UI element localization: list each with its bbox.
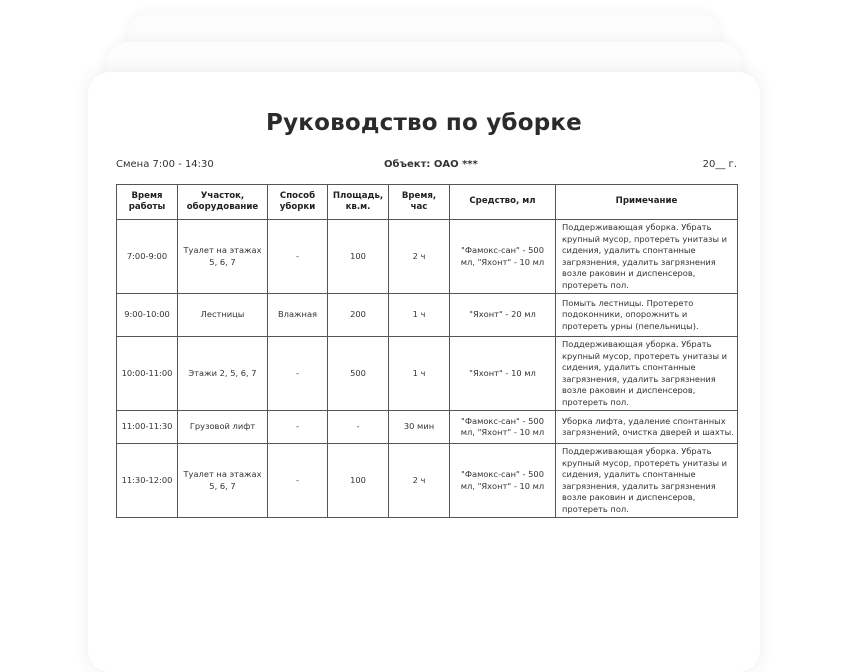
cell-sqm: 100 xyxy=(327,219,389,294)
cell-area: Лестницы xyxy=(177,293,268,337)
cell-agent: "Фамокс-сан" - 500 мл, "Яхонт" - 10 мл xyxy=(449,219,556,294)
cell-area: Туалет на этажах 5, 6, 7 xyxy=(177,443,268,518)
object-label: Объект: ОАО *** xyxy=(384,159,478,170)
cell-note: Помыть лестницы. Протерето подоконники, … xyxy=(555,293,738,337)
header-note: Примечание xyxy=(555,184,738,220)
cell-agent: "Фамокс-сан" - 500 мл, "Яхонт" - 10 мл xyxy=(449,410,556,444)
cell-method: Влажная xyxy=(267,293,328,337)
cell-duration: 30 мин xyxy=(388,410,450,444)
table-header-row: Время работы Участок, оборудование Спосо… xyxy=(116,184,738,220)
cell-sqm: 200 xyxy=(327,293,389,337)
page-title: Руководство по уборке xyxy=(266,110,582,136)
cell-agent: "Фамокс-сан" - 500 мл, "Яхонт" - 10 мл xyxy=(449,443,556,518)
cell-time: 7:00-9:00 xyxy=(116,219,178,294)
cell-duration: 2 ч xyxy=(388,443,450,518)
header-method: Способ уборки xyxy=(267,184,328,220)
cell-time: 9:00-10:00 xyxy=(116,293,178,337)
cell-time: 11:00-11:30 xyxy=(116,410,178,444)
table-row: 9:00-10:00 Лестницы Влажная 200 1 ч "Яхонт" -… xyxy=(116,293,738,337)
cell-method: - xyxy=(267,219,328,294)
cell-time: 11:30-12:00 xyxy=(116,443,178,518)
cell-note: Поддерживающая уборка. Убрать крупный му… xyxy=(555,336,738,411)
cell-time: 10:00-11:00 xyxy=(116,336,178,411)
cell-duration: 1 ч xyxy=(388,293,450,337)
cell-note: Уборка лифта, удаление спонтанных загряз… xyxy=(555,410,738,444)
table-row: 7:00-9:00 Туалет на этажах 5, 6, 7-100 2 ч… xyxy=(116,219,738,294)
header-agent: Средство, мл xyxy=(449,184,556,220)
cell-sqm: - xyxy=(327,410,389,444)
year-label: 20__ г. xyxy=(702,159,737,170)
cell-sqm: 100 xyxy=(327,443,389,518)
cleaning-schedule-table: Время работы Участок, оборудование Спосо… xyxy=(116,184,738,518)
table-row: 10:00-11:00 Этажи 2, 5, 6, 7-500 1 ч "Яхонт… xyxy=(116,336,738,411)
cell-agent: "Яхонт" - 20 мл xyxy=(449,293,556,337)
header-area: Участок, оборудование xyxy=(177,184,268,220)
cell-area: Этажи 2, 5, 6, 7 xyxy=(177,336,268,411)
header-duration: Время, час xyxy=(388,184,450,220)
header-sqm: Площадь, кв.м. xyxy=(327,184,389,220)
cell-method: - xyxy=(267,410,328,444)
shift-label: Смена 7:00 - 14:30 xyxy=(116,159,214,170)
cell-note: Поддерживающая уборка. Убрать крупный му… xyxy=(555,443,738,518)
cell-duration: 2 ч xyxy=(388,219,450,294)
header-time: Время работы xyxy=(116,184,178,220)
cell-note: Поддерживающая уборка. Убрать крупный му… xyxy=(555,219,738,294)
table-row: 11:30-12:00 Туалет на этажах 5, 6, 7-100 2… xyxy=(116,443,738,518)
cell-area: Туалет на этажах 5, 6, 7 xyxy=(177,219,268,294)
cell-duration: 1 ч xyxy=(388,336,450,411)
table-row: 11:00-11:30 Грузовой лифт - -30 мин "Фамокс-… xyxy=(116,410,738,444)
cell-method: - xyxy=(267,336,328,411)
cell-method: - xyxy=(267,443,328,518)
cell-area: Грузовой лифт xyxy=(177,410,268,444)
cell-agent: "Яхонт" - 10 мл xyxy=(449,336,556,411)
cell-sqm: 500 xyxy=(327,336,389,411)
